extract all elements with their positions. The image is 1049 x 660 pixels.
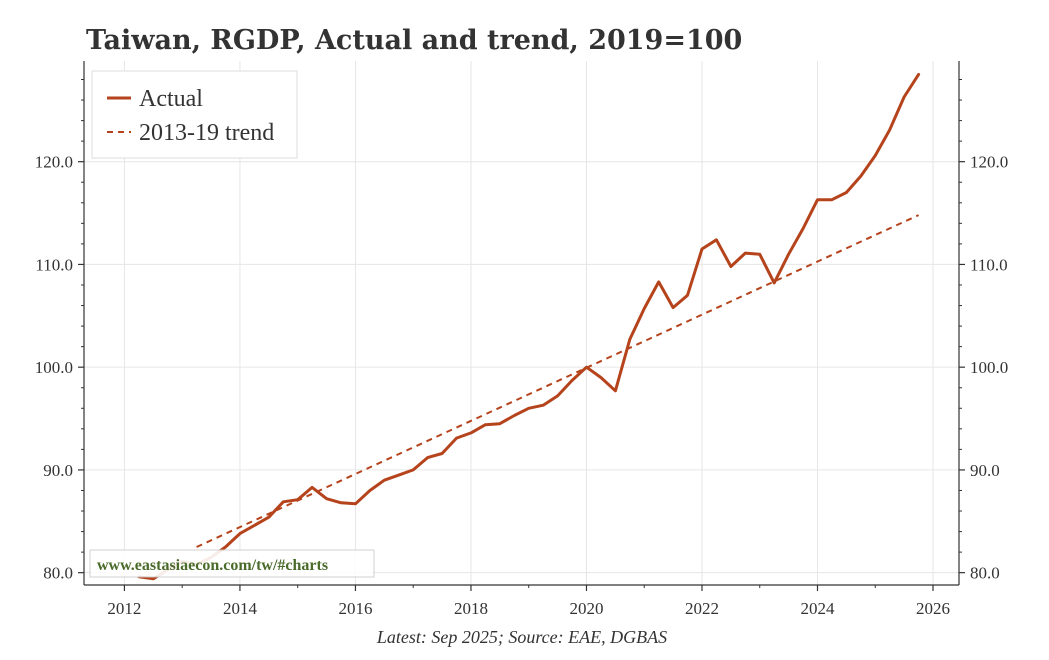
legend: Actual 2013-19 trend xyxy=(91,70,298,159)
y-tick-label-left: 90.0 xyxy=(43,461,73,480)
legend-box xyxy=(91,70,298,159)
x-tick-label: 2012 xyxy=(107,599,141,618)
legend-trend-label: 2013-19 trend xyxy=(139,120,274,146)
watermark-box xyxy=(89,549,375,578)
y-tick-label-left: 80.0 xyxy=(43,564,73,583)
watermark-text: www.eastasiaecon.com/tw/#charts xyxy=(97,557,328,574)
x-tick-label: 2018 xyxy=(454,599,488,618)
y-tick-label-right: 110.0 xyxy=(970,255,1008,274)
source-footer: Latest: Sep 2025; Source: EAE, DGBAS xyxy=(376,627,667,647)
x-tick-label: 2022 xyxy=(685,599,719,618)
x-tick-label: 2020 xyxy=(569,599,603,618)
series-trend-line xyxy=(196,214,920,548)
axes: 80.0 80.0 90.0 90.0 100.0 100.0 110.0 110.0 120.… xyxy=(35,61,1008,618)
y-tick-label-right: 100.0 xyxy=(970,358,1008,377)
x-tick-label: 2024 xyxy=(800,599,835,618)
x-tick-label: 2016 xyxy=(338,599,372,618)
y-tick-label-right: 120.0 xyxy=(970,153,1008,172)
x-tick-label: 2026 xyxy=(916,599,950,618)
series-actual-line xyxy=(137,72,921,581)
y-tick-label-left: 100.0 xyxy=(35,358,73,377)
chart-title: Taiwan, RGDP, Actual and trend, 2019=100 xyxy=(86,25,742,56)
plot-content xyxy=(137,72,921,581)
legend-actual-label: Actual xyxy=(139,86,203,112)
y-tick-label-left: 120.0 xyxy=(35,153,73,172)
y-tick-label-right: 80.0 xyxy=(970,564,1000,583)
y-tick-label-left: 110.0 xyxy=(35,255,73,274)
watermark: www.eastasiaecon.com/tw/#charts xyxy=(89,549,375,578)
x-tick-label: 2014 xyxy=(223,599,258,618)
y-tick-label-right: 90.0 xyxy=(970,461,1000,480)
